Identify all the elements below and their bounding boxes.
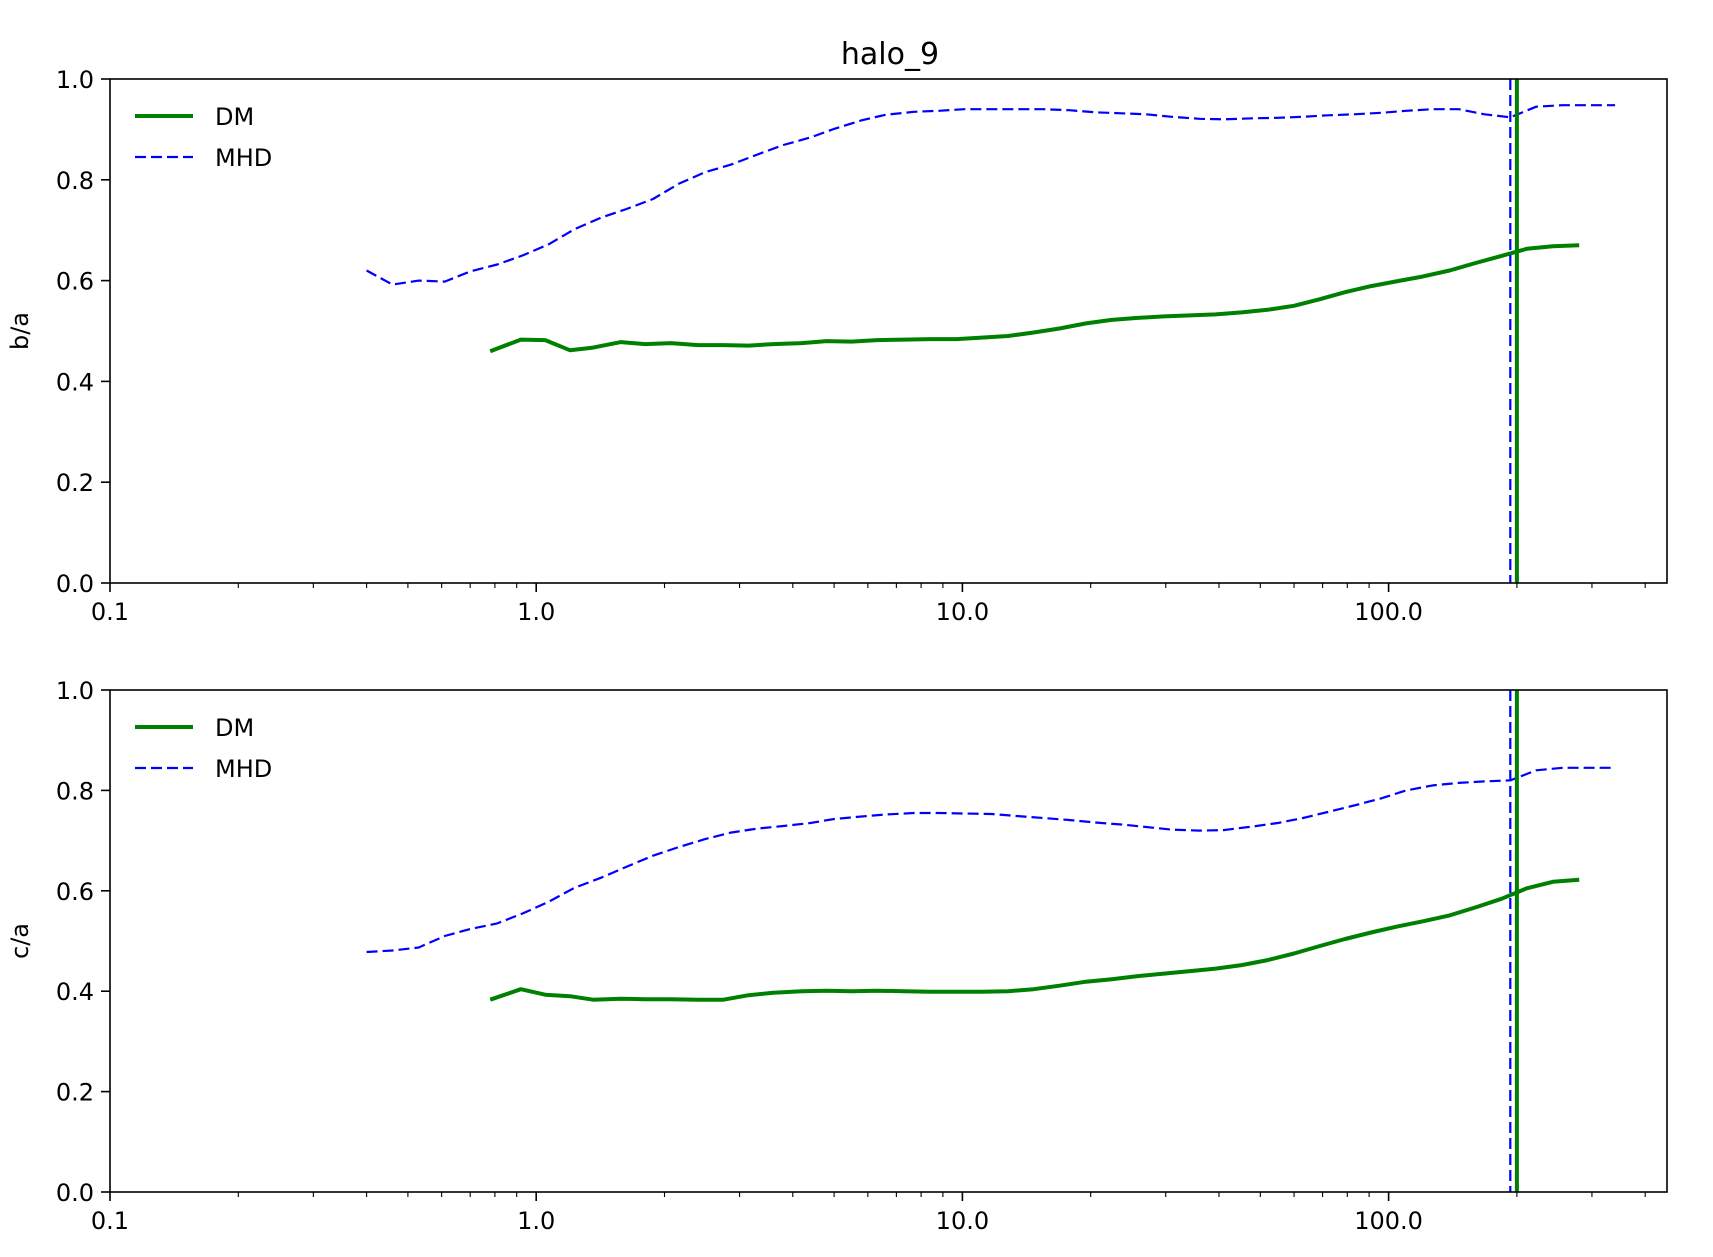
series-lines — [366, 766, 1616, 1002]
y-axis: 0.0 0.2 0.4 0.6 0.8 1.0 — [56, 677, 110, 1207]
panel-c-over-a: 0.1 1.0 10.0 100.0 0.0 0.2 0.4 0.6 0.8 1.0 c/a DM MH… — [6, 677, 1668, 1235]
y-axis-label: b/a — [6, 312, 34, 350]
y-tick-label: 0.8 — [56, 777, 94, 805]
legend-label-dm: DM — [215, 714, 254, 742]
x-tick-label: 10.0 — [936, 598, 989, 626]
x-axis: 0.1 1.0 10.0 100.0 — [91, 583, 1646, 626]
legend-label-mhd: MHD — [215, 144, 272, 172]
x-tick-label: 100.0 — [1354, 1207, 1423, 1235]
legend: DM MHD — [135, 714, 272, 783]
x-tick-label: 1.0 — [517, 1207, 555, 1235]
y-tick-label: 1.0 — [56, 66, 94, 94]
chart-title: halo_9 — [841, 37, 939, 72]
series-line-mhd — [366, 766, 1616, 954]
x-tick-label: 0.1 — [91, 598, 129, 626]
legend: DM MHD — [135, 103, 272, 172]
series-line-mhd — [366, 104, 1616, 286]
y-axis: 0.0 0.2 0.4 0.6 0.8 1.0 — [56, 66, 110, 598]
panel-b-over-a: 0.1 1.0 10.0 100.0 0.0 0.2 0.4 0.6 0.8 1.0 b/a DM MH… — [6, 66, 1668, 626]
y-tick-label: 1.0 — [56, 677, 94, 705]
legend-label-dm: DM — [215, 103, 254, 131]
y-tick-label: 0.0 — [56, 1179, 94, 1207]
y-tick-label: 0.8 — [56, 167, 94, 195]
y-tick-label: 0.2 — [56, 1079, 94, 1107]
y-tick-label: 0.4 — [56, 368, 94, 396]
series-lines — [366, 104, 1616, 354]
y-tick-label: 0.6 — [56, 878, 94, 906]
x-axis: 0.1 1.0 10.0 100.0 — [91, 1192, 1646, 1235]
y-tick-label: 0.6 — [56, 268, 94, 296]
axes-frame — [109, 78, 1668, 584]
x-tick-label: 10.0 — [936, 1207, 989, 1235]
y-axis-label: c/a — [6, 923, 34, 959]
y-tick-label: 0.4 — [56, 978, 94, 1006]
series-line-dm — [489, 243, 1580, 354]
x-tick-label: 100.0 — [1354, 598, 1423, 626]
y-tick-label: 0.0 — [56, 570, 94, 598]
legend-label-mhd: MHD — [215, 755, 272, 783]
axes-frame — [109, 689, 1668, 1193]
x-tick-label: 0.1 — [91, 1207, 129, 1235]
series-line-dm — [489, 877, 1580, 1002]
x-tick-label: 1.0 — [517, 598, 555, 626]
y-tick-label: 0.2 — [56, 469, 94, 497]
